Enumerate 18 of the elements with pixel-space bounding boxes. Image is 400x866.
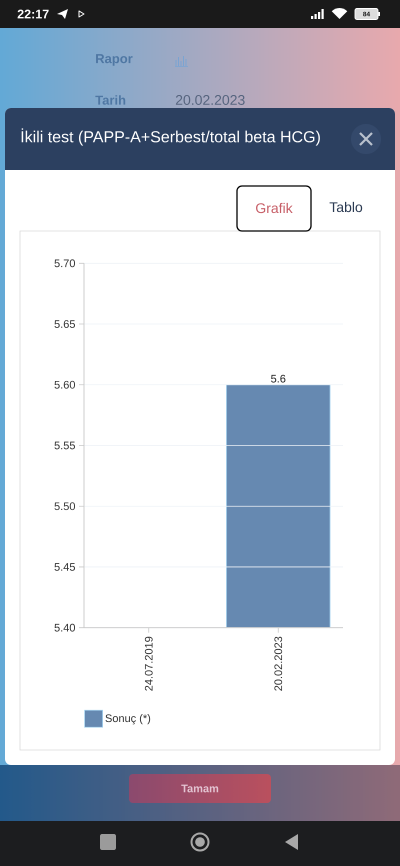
y-tick-label: 5.55 [54,442,75,450]
text: Rapor [96,54,133,66]
text: Tarih [95,95,126,105]
y-tick-label: 5.70 [54,259,76,268]
y-tick-label: 5.45 [54,563,75,571]
y-tick-label: 5.50 [54,502,76,510]
text: Tamam [181,784,218,792]
text: 20.02.2023 [176,95,245,105]
text: Grafik [256,202,293,214]
legend-label: Sonuç (*) [106,714,150,724]
y-tick-label: 5.65 [54,320,75,328]
data-label: 5.6 [271,374,286,383]
chart-title: İkili test (PAPP-A+Serbest/total beta HCG) [22,128,320,146]
x-tick-label: 24.07.2019 [144,636,153,691]
y-tick-label: 5.60 [54,380,76,389]
text: Tablo [330,202,362,212]
text: 22:17 [18,10,49,18]
y-tick-label: 5.40 [54,624,76,632]
